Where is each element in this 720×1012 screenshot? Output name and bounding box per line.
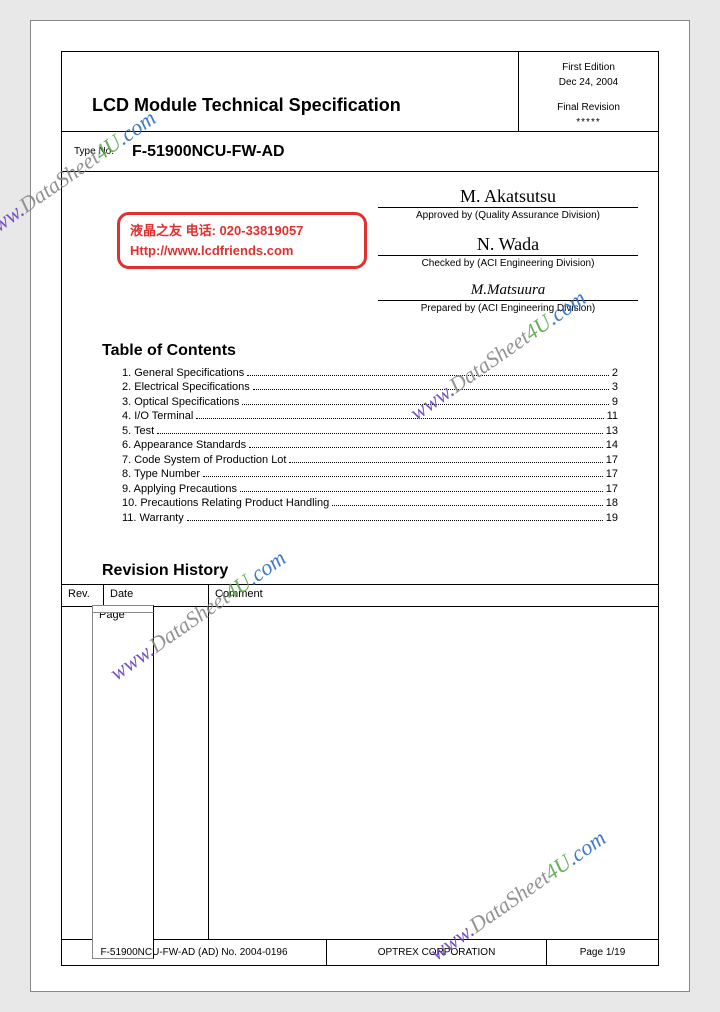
toc-dots [196,418,603,419]
stamp-line1: 液晶之友 电话: 020-33819057 [130,221,354,241]
type-value: F-51900NCU-FW-AD [114,143,285,161]
edition-date: Dec 24, 2004 [519,75,658,90]
toc-item: 4. I/O Terminal 11 [122,410,618,422]
toc-item-label: 8. Type Number [122,468,200,480]
rev-col-comment: Comment [209,585,658,606]
toc-list: 1. General Specifications 2 2. Electrical … [122,364,618,526]
toc-dots [249,447,603,448]
toc-item: 5. Test 13 [122,425,618,437]
revision-history-title: Revision History [102,562,228,580]
toc-item-label: 7. Code System of Production Lot [122,454,286,466]
toc-item: 1. General Specifications 2 [122,367,618,379]
toc-item-page: 17 [606,483,618,495]
footer-docid: F-51900NCU-FW-AD (AD) No. 2004-0196 [62,940,327,965]
toc-item-page: 17 [606,468,618,480]
toc-dots [289,462,602,463]
signature-name: N. Wada [378,235,638,256]
revision-label: Final Revision [519,100,658,115]
toc-item: 2. Electrical Specifications 3 [122,381,618,393]
signature-area: M. Akatsutsu Approved by (Quality Assura… [378,187,638,328]
footer-company: OPTREX CORPORATION [327,940,547,965]
revision-table: Rev. Date Page Comment [62,584,658,940]
revision-table-header: Rev. Date Page Comment [62,585,658,607]
rev-col-date: Date [104,585,209,606]
toc-item-label: 4. I/O Terminal [122,410,193,422]
signature-checked: N. Wada Checked by (ACI Engineering Divi… [378,235,638,269]
toc-item-page: 11 [607,410,618,422]
toc-dots [240,491,603,492]
header-row: LCD Module Technical Specification First… [62,52,658,132]
toc-item: 7. Code System of Production Lot 17 [122,454,618,466]
toc-dots [332,505,602,506]
document-border: LCD Module Technical Specification First… [61,51,659,966]
toc-item: 3. Optical Specifications 9 [122,396,618,408]
rev-col-rev: Rev. [62,585,104,606]
toc-item-label: 11. Warranty [122,512,184,524]
toc-dots [157,433,603,434]
type-row: Type No. F-51900NCU-FW-AD [62,132,658,172]
signature-name: M. Akatsutsu [378,187,638,208]
toc-item-page: 19 [606,512,618,524]
toc-item-page: 18 [606,497,618,509]
toc-item-label: 10. Precautions Relating Product Handlin… [122,497,329,509]
toc-item: 10. Precautions Relating Product Handlin… [122,497,618,509]
toc-dots [247,375,609,376]
toc-item-page: 13 [606,425,618,437]
footer-page: Page 1/19 [547,940,658,965]
rev-body-comment [209,607,658,939]
revision-mark: ***** [519,115,658,130]
toc-item: 9. Applying Precautions 17 [122,483,618,495]
toc-item-label: 5. Test [122,425,154,437]
toc-item-label: 2. Electrical Specifications [122,381,250,393]
stamp-line2: Http://www.lcdfriends.com [130,241,354,261]
toc-item-page: 17 [606,454,618,466]
signature-label: Checked by (ACI Engineering Division) [378,258,638,269]
toc-item-page: 14 [606,439,618,451]
toc-item-label: 9. Applying Precautions [122,483,237,495]
document-footer: F-51900NCU-FW-AD (AD) No. 2004-0196 OPTR… [62,940,658,965]
header-meta: First Edition Dec 24, 2004 Final Revisio… [518,52,658,131]
signature-approved: M. Akatsutsu Approved by (Quality Assura… [378,187,638,221]
toc-item: 11. Warranty 19 [122,512,618,524]
header-title-cell: LCD Module Technical Specification [62,52,518,131]
document-title: LCD Module Technical Specification [92,95,401,116]
toc-item-label: 1. General Specifications [122,367,244,379]
vendor-stamp: 液晶之友 电话: 020-33819057 Http://www.lcdfrie… [117,212,367,269]
type-label: Type No. [62,146,114,157]
rev-body-page [92,605,154,613]
rev-col-page: Page [92,605,154,959]
toc-item-page: 2 [612,367,618,379]
edition-label: First Edition [519,60,658,75]
toc-title: Table of Contents [102,342,236,360]
signature-label: Prepared by (ACI Engineering Division) [378,303,638,314]
signature-label: Approved by (Quality Assurance Division) [378,210,638,221]
toc-item-page: 3 [612,381,618,393]
signature-prepared: M.Matsuura Prepared by (ACI Engineering … [378,283,638,314]
toc-dots [187,520,603,521]
toc-item: 6. Appearance Standards 14 [122,439,618,451]
signature-name: M.Matsuura [378,283,638,301]
toc-item: 8. Type Number 17 [122,468,618,480]
toc-dots [253,389,609,390]
toc-item-page: 9 [612,396,618,408]
toc-dots [203,476,603,477]
toc-item-label: 3. Optical Specifications [122,396,239,408]
toc-dots [242,404,608,405]
document-page: LCD Module Technical Specification First… [30,20,690,992]
toc-item-label: 6. Appearance Standards [122,439,246,451]
